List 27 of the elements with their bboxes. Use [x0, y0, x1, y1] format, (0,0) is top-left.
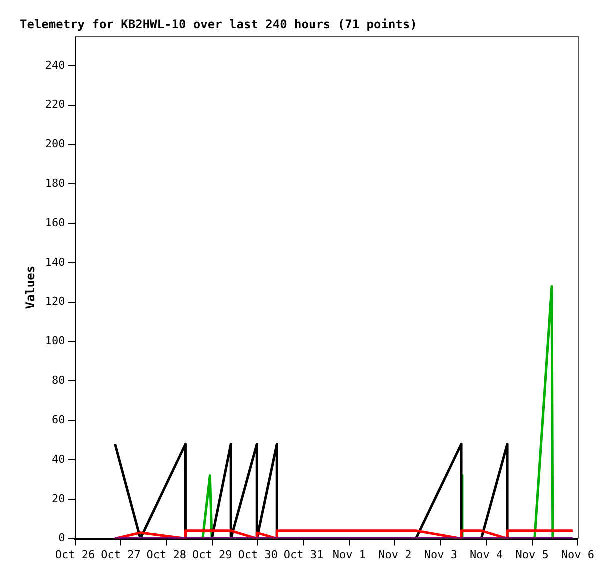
y-tick-label: 160 [45, 216, 66, 230]
x-tick-label: Nov 1 [332, 548, 366, 562]
y-tick-label: 180 [45, 177, 66, 190]
y-tick-label: 40 [52, 452, 66, 466]
x-tick-label: Nov 3 [424, 548, 458, 562]
y-tick-label: 60 [52, 413, 66, 426]
x-tick-label: Oct 30 [238, 548, 278, 562]
y-tick-label: 200 [45, 138, 66, 151]
y-tick-label: 20 [52, 492, 66, 506]
y-tick-label: 80 [52, 374, 66, 388]
x-tick-label: Nov 6 [561, 548, 595, 562]
x-tick-label: Oct 26 [55, 548, 96, 562]
y-tick-label: 140 [45, 256, 66, 269]
x-tick-label: Nov 4 [470, 548, 504, 562]
x-tick-label: Nov 2 [378, 548, 412, 562]
chart-title: Telemetry for KB2HWL-10 over last 240 hours (71 points) [20, 17, 418, 32]
x-tick-label: Oct 27 [101, 548, 141, 562]
x-tick-label: Oct 31 [284, 548, 324, 562]
y-tick-label: 220 [45, 98, 66, 112]
y-tick-label: 100 [45, 334, 66, 348]
x-tick-label: Nov 5 [516, 548, 549, 562]
x-tick-label: Oct 29 [192, 548, 232, 562]
y-tick-label: 120 [45, 295, 66, 308]
y-tick-label: 0 [58, 532, 66, 545]
y-tick-label: 240 [45, 58, 66, 72]
y-axis-title: Values [23, 266, 38, 310]
x-tick-label: Oct 28 [146, 548, 187, 562]
